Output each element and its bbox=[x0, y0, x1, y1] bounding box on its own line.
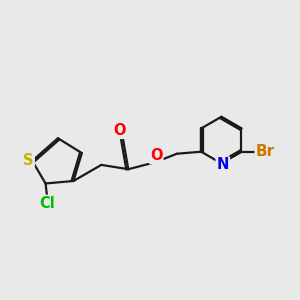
Text: N: N bbox=[217, 158, 229, 172]
Text: O: O bbox=[150, 148, 162, 163]
Text: Cl: Cl bbox=[39, 196, 55, 211]
Text: O: O bbox=[113, 123, 126, 138]
Text: Br: Br bbox=[256, 144, 275, 159]
Text: S: S bbox=[23, 153, 34, 168]
